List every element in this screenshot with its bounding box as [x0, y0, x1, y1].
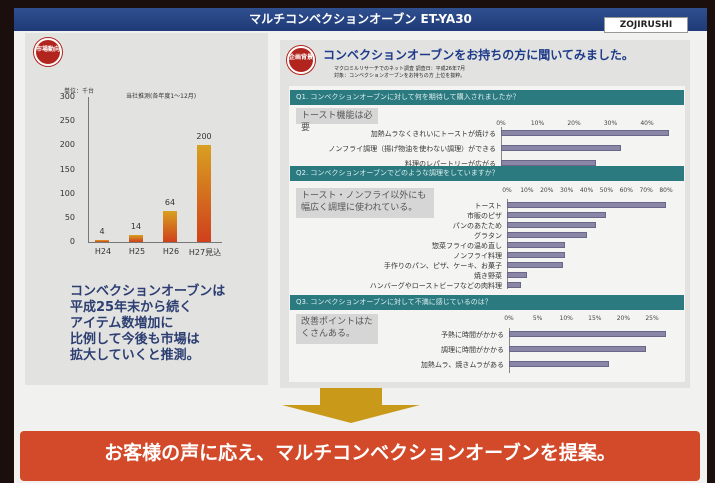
- bar: [507, 242, 565, 248]
- source-line: 対象：コンベクションオーブンをお持ちの方 上位を抜粋。: [334, 73, 466, 79]
- x-tick-label: 20%: [567, 120, 581, 127]
- x-tick-label: 30%: [559, 187, 574, 194]
- y-tick-label: 0: [69, 237, 75, 246]
- bar: [509, 361, 610, 367]
- category-label: ノンフライ料理: [453, 252, 502, 260]
- x-tick-label: 70%: [639, 187, 653, 194]
- category-label: 調理に時間がかかる: [441, 346, 504, 354]
- source-line: マクロミルリサーチでのネット調査 調査日：平成26年7月: [334, 66, 466, 72]
- text-line: 比例して今後も市場は: [70, 332, 200, 347]
- category-label: グラタン: [474, 232, 502, 240]
- unit-label: 単位：千台: [64, 88, 95, 95]
- proposal-banner: お客様の声に応え、マルチコンベクションオーブンを提案。: [20, 431, 700, 481]
- x-tick-label: 40%: [579, 187, 594, 194]
- survey-source: マクロミルリサーチでのネット調査 調査日：平成26年7月 対象：コンベクションオ…: [334, 66, 465, 80]
- x-tick-label: 25%: [645, 315, 659, 322]
- x-tick-label: H26: [162, 247, 180, 256]
- text-line: 平成25年末から続く: [70, 300, 193, 315]
- market-text: コンベクションオーブンは 平成25年末から続く アイテム数増加に 比例して今後も…: [70, 284, 225, 364]
- x-tick-label: 10%: [520, 187, 534, 194]
- category-label: 予熱に時間がかかる: [441, 331, 504, 339]
- y-tick-label: 150: [59, 164, 75, 174]
- bar: [509, 331, 667, 337]
- x-tick-label: 20%: [540, 187, 554, 194]
- x-tick-label: 0%: [504, 315, 514, 322]
- callout: トースト機能は必要: [296, 108, 378, 133]
- bar: [507, 212, 607, 218]
- category-label: パンのあたため: [452, 222, 502, 230]
- y-tick-label: 250: [59, 116, 75, 126]
- survey-title: コンベクションオーブンをお持ちの方に聞いてみました。: [323, 48, 634, 62]
- x-tick-label: 10%: [559, 315, 573, 322]
- y-tick-label: 100: [59, 188, 75, 198]
- category-label: 焼き野菜: [474, 272, 502, 280]
- x-tick-label: H27見込: [188, 248, 222, 257]
- x-axis: [88, 242, 222, 243]
- category-label: 加熱ムラ、焼きムラがある: [420, 361, 504, 369]
- bar: [507, 252, 565, 258]
- category-label: ハンバーグやローストビーフなどの肉料理: [369, 282, 502, 290]
- x-tick-label: H24: [94, 247, 112, 256]
- bar: [507, 222, 597, 228]
- x-tick-label: 80%: [659, 187, 673, 194]
- bar: [163, 211, 177, 242]
- data-label: 64: [164, 198, 176, 208]
- text-line: コンベクションオーブンは: [70, 284, 226, 299]
- bar: [507, 282, 521, 288]
- x-tick-label: 0%: [502, 187, 512, 194]
- x-tick-label: H25: [128, 247, 146, 256]
- x-tick-label: 5%: [532, 315, 543, 322]
- x-tick-label: 40%: [640, 120, 654, 127]
- survey-badge: 企画背景: [287, 46, 315, 74]
- x-tick-label: 20%: [616, 315, 631, 322]
- question-bar: Q2. コンベクションオーブンでどのような調理をしていますか？: [290, 166, 684, 181]
- bar: [507, 262, 563, 268]
- bar: [197, 145, 211, 242]
- y-tick-label: 300: [59, 92, 75, 101]
- bar: [95, 240, 109, 242]
- x-tick-label: 15%: [588, 315, 602, 322]
- y-tick-label: 200: [59, 140, 75, 150]
- x-tick-label: 30%: [603, 120, 618, 127]
- market-panel: [25, 33, 268, 385]
- data-label: 200: [196, 132, 212, 142]
- x-tick-label: 0%: [496, 120, 506, 127]
- chart-note: 当社推測(各年度1〜12月): [126, 93, 197, 100]
- category-label: 市販のピザ: [467, 212, 502, 220]
- zojirushi-logo: ZOJIRUSHI: [604, 17, 688, 33]
- category-label: 料理のレパートリーが広がる: [405, 160, 496, 168]
- data-label: 4: [99, 227, 105, 237]
- bar: [509, 346, 647, 352]
- question-bar: Q3. コンベクションオーブンに対して不満に感じているのは？: [290, 295, 684, 310]
- x-tick-label: 50%: [599, 187, 614, 194]
- category-label: 手作りのパン、ピザ、ケーキ、お菓子: [383, 262, 502, 270]
- category-label: 惣菜フライの温め直し: [432, 242, 502, 250]
- bar: [507, 232, 587, 238]
- x-tick-label: 10%: [530, 120, 545, 127]
- callout: トースト・ノンフライ以外にも幅広く調理に使われている。: [296, 188, 434, 218]
- y-tick-label: 50: [64, 212, 75, 222]
- category-label: ノンフライ調理（揚げ物油を使わない調理）ができる: [328, 145, 496, 153]
- text-line: アイテム数増加に: [70, 316, 174, 331]
- category-label: 加熱ムラなくきれいにトーストが焼ける: [370, 130, 496, 138]
- question-bar: Q1. コンベクションオーブンに対して何を期待して購入されましたか？: [290, 90, 684, 105]
- category-label: トースト: [474, 202, 502, 210]
- text-line: 拡大していくと推測。: [70, 348, 200, 363]
- y-axis: [88, 97, 89, 242]
- bar: [129, 235, 143, 242]
- bar: [507, 202, 666, 208]
- bar: [501, 160, 596, 166]
- callout: 改善ポイントはたくさんある。: [296, 314, 378, 344]
- market-badge: 市場動向: [34, 38, 62, 66]
- x-tick-label: 60%: [619, 187, 633, 194]
- slide-title: マルチコンベクションオーブン ET-YA30: [14, 8, 707, 31]
- data-label: 14: [130, 222, 142, 232]
- bar: [501, 130, 669, 136]
- down-arrow-icon: [282, 388, 420, 423]
- bar: [501, 145, 622, 151]
- bar: [507, 272, 527, 278]
